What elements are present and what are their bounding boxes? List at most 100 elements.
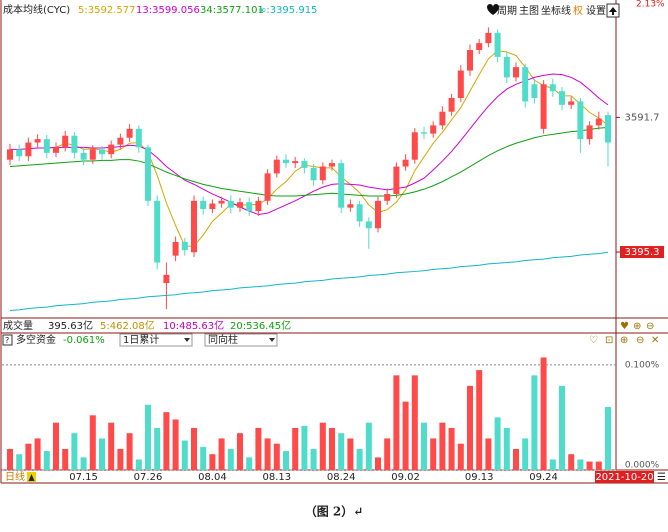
fund-bar: [301, 425, 308, 470]
candle-body: [531, 84, 538, 98]
candle-body: [117, 137, 124, 145]
select-box[interactable]: [119, 333, 193, 347]
candle-body: [513, 67, 519, 78]
fund-bar: [457, 443, 464, 470]
fund-bar: [273, 443, 280, 470]
candle-body: [421, 132, 427, 134]
candle-body: [200, 200, 207, 210]
select-text: 1日累计: [123, 333, 159, 346]
fund-bar: [310, 448, 317, 470]
fund-bar: [319, 422, 326, 470]
fund-bar: [421, 422, 427, 470]
fund-bar: [246, 457, 253, 470]
select-text: 同向柱: [208, 333, 238, 346]
vol-icon[interactable]: ♥: [620, 321, 629, 332]
legend-entry: ∞:3395.915: [258, 5, 317, 16]
toolbar-settings[interactable]: 设置: [586, 5, 606, 17]
x-tick-label: 08.24: [327, 472, 356, 483]
fund-bar: [503, 427, 510, 470]
y-tick-label: 3591.7: [625, 112, 660, 123]
fund-bar: [586, 461, 593, 470]
candle-body: [356, 204, 363, 222]
fund-bar: [237, 433, 243, 470]
panel-icon[interactable]: ✕: [651, 335, 659, 346]
candle-body: [439, 111, 446, 126]
menu-icon[interactable]: ☰: [657, 472, 666, 483]
vol-icon[interactable]: ⊖: [646, 321, 654, 332]
ma-line: [9, 126, 609, 197]
candle-body: [292, 161, 299, 164]
y-tick-label: 3395.3: [625, 247, 660, 258]
fund-bar: [338, 433, 345, 470]
fund-bar: [439, 422, 446, 470]
toolbar-rights[interactable]: 权: [573, 4, 583, 17]
indicator-title: 成本均线(CYC): [3, 3, 70, 16]
fund-bar: [7, 448, 13, 470]
candle-body: [163, 274, 170, 284]
fund-bar: [108, 422, 115, 470]
candle-body: [218, 200, 225, 204]
candle-body: [209, 203, 216, 210]
indicator-title: 多空资金: [16, 333, 56, 346]
candle-body: [338, 163, 345, 208]
candle-body: [402, 159, 409, 167]
candle-body: [476, 43, 483, 50]
fund-bar: [384, 438, 391, 470]
x-tick-label: 07.26: [134, 472, 163, 483]
panel-icon[interactable]: ⊡: [605, 335, 613, 346]
fund-bar: [411, 375, 418, 470]
candle-body: [135, 128, 142, 148]
vol-icon[interactable]: ⊕: [633, 321, 641, 332]
fund-bar: [181, 440, 188, 470]
panel-icon[interactable]: ♡: [589, 335, 598, 346]
period-label[interactable]: 日线: [5, 470, 25, 483]
candle-body: [154, 200, 161, 263]
fund-bar: [172, 419, 179, 470]
candle-body: [99, 149, 105, 155]
fund-bar: [25, 443, 32, 470]
select-box[interactable]: [204, 333, 278, 347]
y-tick-highlight: [620, 246, 664, 259]
fund-bar: [559, 385, 565, 470]
candle-body: [393, 166, 400, 194]
fund-bar: [71, 433, 78, 470]
fund-bar: [568, 454, 575, 470]
expand-arrow: [609, 7, 617, 15]
candle-body: [310, 167, 317, 181]
toolbar-period[interactable]: 周期: [497, 5, 517, 17]
help-icon[interactable]: [2, 334, 13, 346]
volume-header: 5:462.08亿: [100, 319, 155, 332]
candle-body: [503, 56, 510, 78]
fund-bar: [89, 415, 96, 470]
x-tick-label: 08.04: [198, 472, 227, 483]
toolbar-axis[interactable]: 坐标线: [541, 4, 571, 17]
legend-entry: 13:3599.056: [136, 5, 200, 16]
fund-bar: [356, 448, 363, 470]
fund-bar: [577, 459, 584, 470]
help-mark: ?: [5, 336, 9, 345]
toolbar-main[interactable]: 主图: [519, 5, 539, 17]
fund-bar: [347, 438, 354, 470]
cursor-date: 2021-10-20: [595, 472, 653, 483]
favorite-icon[interactable]: [487, 4, 499, 15]
candle-body: [191, 200, 197, 253]
candle-body: [494, 32, 501, 57]
fund-bar: [53, 422, 59, 470]
fund-bar: [16, 454, 23, 470]
fund-bar: [163, 412, 170, 470]
candle-body: [522, 67, 529, 102]
fund-bar: [605, 406, 611, 470]
candle-body: [365, 221, 372, 229]
select-arrow: [184, 338, 190, 342]
candle-body: [53, 147, 59, 153]
fund-bar: [595, 461, 602, 470]
panel-icon[interactable]: ⊖: [636, 335, 644, 346]
fund-bar: [375, 457, 381, 470]
candle-body: [16, 149, 23, 157]
candle-body: [80, 152, 87, 160]
candle-body: [108, 144, 115, 155]
indicator-value: -0.061%: [63, 335, 105, 346]
top-percent: 2.13%: [636, 0, 665, 10]
panel-icon[interactable]: ⊕: [620, 335, 628, 346]
